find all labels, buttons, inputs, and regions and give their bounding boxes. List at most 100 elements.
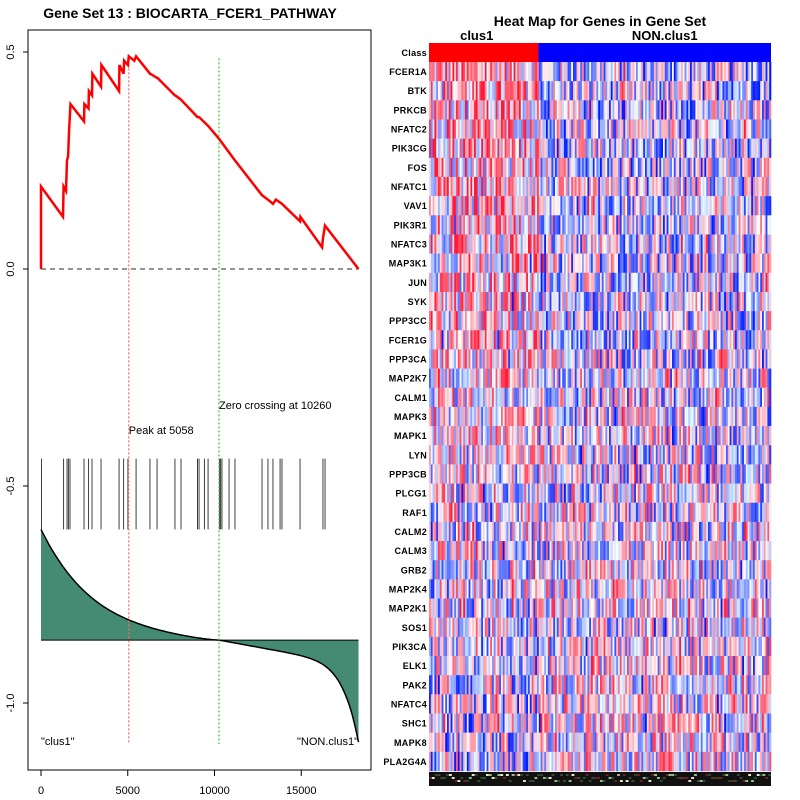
heatmap-cell — [713, 445, 716, 465]
heatmap-cell — [700, 234, 703, 254]
heatmap-cell — [481, 368, 484, 388]
heatmap-cell — [677, 138, 680, 159]
heatmap-cell — [589, 483, 592, 503]
heatmap-cell — [524, 272, 527, 293]
heatmap-cell — [526, 483, 529, 503]
heatmap-cell — [564, 253, 567, 273]
heatmap-cell — [639, 426, 642, 446]
heatmap-cell — [704, 521, 707, 542]
heatmap-cell — [555, 502, 558, 523]
heatmap-cell — [486, 330, 489, 350]
heatmap-cell — [511, 138, 514, 159]
heatmap-cell — [454, 215, 457, 235]
heatmap-cell — [744, 349, 747, 369]
heatmap-cell — [637, 406, 640, 427]
heatmap-cell — [526, 100, 529, 120]
heatmap-cell — [747, 426, 750, 446]
heatmap-cell — [767, 234, 770, 254]
heatmap-cell — [474, 81, 477, 101]
heatmap-cell — [483, 100, 486, 120]
heatmap-cell — [616, 253, 619, 273]
heatmap-cell — [657, 464, 660, 484]
heatmap-cell — [499, 502, 502, 523]
heatmap-cell — [762, 368, 765, 388]
heatmap-cell — [565, 541, 568, 561]
heatmap-cell — [506, 406, 509, 427]
heatmap-cell — [736, 349, 739, 369]
heatmap-cell — [709, 100, 712, 120]
heatmap-cell — [508, 311, 511, 331]
heatmap-cell — [681, 426, 684, 446]
heatmap-cell — [515, 426, 518, 446]
heatmap-cell — [445, 406, 448, 427]
heatmap-cell — [603, 138, 606, 159]
heatmap-cell — [639, 100, 642, 120]
heatmap-cell — [708, 368, 711, 388]
heatmap-cell — [695, 406, 698, 427]
heatmap-cell — [695, 330, 698, 350]
heatmap-cell — [466, 368, 469, 388]
heatmap-cell — [556, 406, 559, 427]
heatmap-cell — [502, 521, 505, 542]
heatmap-cell — [598, 445, 601, 465]
heatmap-cell — [639, 176, 642, 197]
heatmap-cell — [565, 234, 568, 254]
heatmap-cell — [452, 253, 455, 273]
heatmap-cell — [634, 464, 637, 484]
heatmap-cell — [632, 406, 635, 427]
heatmap-cell — [432, 234, 435, 254]
class-bar-non-clus1 — [538, 43, 771, 62]
heatmap-cell — [648, 272, 651, 293]
heatmap-cell — [654, 100, 657, 120]
heatmap-cell — [736, 368, 739, 388]
heatmap-cell — [738, 157, 741, 178]
heatmap-cell — [573, 100, 576, 120]
heatmap-cell — [592, 119, 595, 139]
heatmap-cell — [657, 62, 660, 82]
heatmap-cell — [450, 311, 453, 331]
heatmap-cell — [438, 253, 441, 273]
heatmap-cell — [463, 387, 466, 408]
heatmap-cell — [745, 157, 748, 178]
heatmap-cell — [470, 138, 473, 159]
heatmap-cell — [670, 100, 673, 120]
heatmap-cell — [684, 349, 687, 369]
heatmap-cell — [675, 138, 678, 159]
heatmap-cell — [765, 215, 768, 235]
heatmap-cell — [639, 215, 642, 235]
heatmap-cell — [483, 387, 486, 408]
heatmap-cell — [441, 157, 444, 178]
heatmap-cell — [720, 426, 723, 446]
heatmap-cell — [709, 406, 712, 427]
heatmap-cell — [639, 521, 642, 542]
heatmap-cell — [751, 426, 754, 446]
heatmap-cell — [661, 291, 664, 312]
heatmap-cell — [677, 291, 680, 312]
heatmap-cell — [504, 464, 507, 484]
heatmap-cell — [634, 387, 637, 408]
heatmap-cell — [567, 176, 570, 197]
heatmap-cell — [733, 521, 736, 542]
heatmap-cell — [612, 234, 615, 254]
heatmap-cell — [553, 406, 556, 427]
heatmap-cell — [492, 349, 495, 369]
heatmap-cell — [697, 176, 700, 197]
heatmap-cell — [769, 196, 772, 216]
heatmap-cell — [454, 291, 457, 312]
heatmap-cell — [574, 119, 577, 139]
heatmap-cell — [542, 215, 545, 235]
heatmap-cell — [646, 521, 649, 542]
heatmap-cell — [645, 406, 648, 427]
heatmap-cell — [504, 138, 507, 159]
heatmap-cell — [553, 272, 556, 293]
heatmap-cell — [596, 311, 599, 331]
heatmap-cell — [623, 311, 626, 331]
heatmap-cell — [623, 464, 626, 484]
heatmap-cell — [499, 387, 502, 408]
heatmap-cell — [744, 81, 747, 101]
heatmap-cell — [465, 176, 468, 197]
heatmap-cell — [567, 272, 570, 293]
heatmap-cell — [436, 521, 439, 542]
heatmap-cell — [688, 521, 691, 542]
heatmap-cell — [517, 387, 520, 408]
